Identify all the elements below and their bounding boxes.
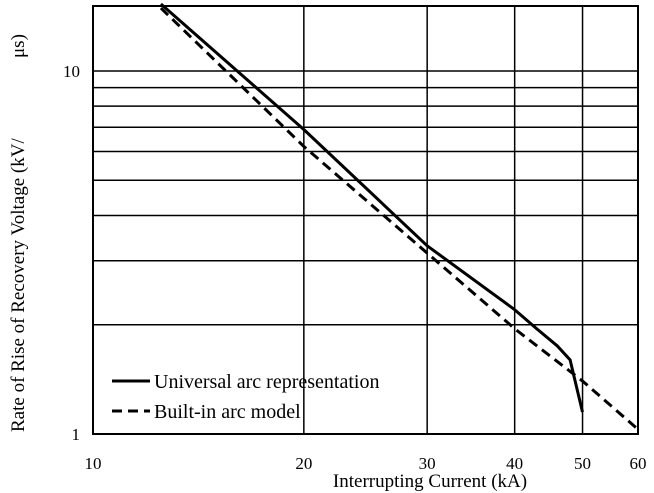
y-axis-label: Rate of Rise of Recovery Voltage (kV/ <box>8 138 29 432</box>
x-tick-label: 40 <box>506 454 523 473</box>
y-tick-label: 1 <box>72 425 81 444</box>
x-axis-label: Interrupting Current (kA) <box>333 471 527 492</box>
x-tick-label: 20 <box>295 454 312 473</box>
y-tick-labels: 1 10 <box>63 62 80 444</box>
series-line-builtin <box>159 7 639 431</box>
x-tick-label: 50 <box>574 454 591 473</box>
y-axis-label-unit: μs) <box>8 34 29 58</box>
x-tick-labels: 10 20 30 40 50 60 <box>85 454 647 473</box>
x-tick-label: 30 <box>419 454 436 473</box>
x-tick-label: 60 <box>630 454 647 473</box>
series-line-universal <box>159 2 584 413</box>
series-lines <box>159 2 639 431</box>
y-tick-label: 10 <box>63 62 80 81</box>
legend-label-universal: Universal arc representation <box>154 371 379 393</box>
legend-label-builtin: Built-in arc model <box>154 401 301 423</box>
plot-frame <box>92 5 639 435</box>
legend: Universal arc representation Built-in ar… <box>112 371 379 423</box>
x-tick-label: 10 <box>85 454 102 473</box>
grid-lines <box>92 6 639 435</box>
